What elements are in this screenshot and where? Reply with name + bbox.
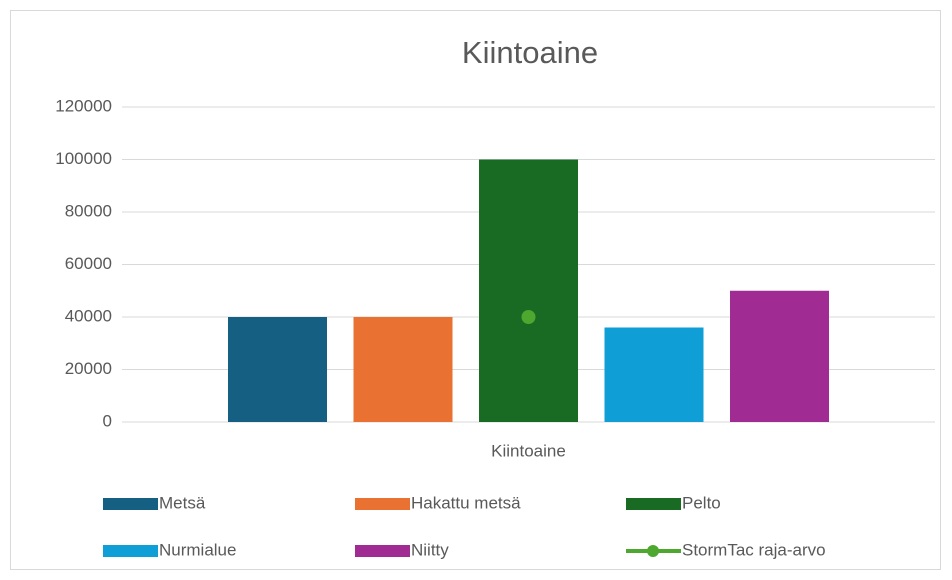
- y-tick-label: 120000: [55, 96, 112, 115]
- legend-swatch-marker: [647, 545, 659, 557]
- legend-label: Nurmialue: [159, 540, 236, 559]
- y-tick-label: 20000: [65, 359, 112, 378]
- legend-label: Niitty: [411, 540, 449, 559]
- legend-label: Metsä: [159, 493, 206, 512]
- y-tick-label: 0: [103, 411, 112, 430]
- legend-swatch: [626, 498, 681, 510]
- legend-swatch: [355, 498, 410, 510]
- y-tick-label: 40000: [65, 306, 112, 325]
- bar: [730, 290, 829, 422]
- x-tick-label: Kiintoaine: [491, 441, 566, 460]
- chart-title: Kiintoaine: [462, 35, 598, 70]
- legend-swatch: [355, 545, 410, 557]
- line-marker: [521, 310, 536, 324]
- legend-label: StormTac raja-arvo: [682, 540, 826, 559]
- y-tick-label: 60000: [65, 254, 112, 273]
- chart-border: [10, 10, 941, 570]
- legend-swatch: [103, 498, 158, 510]
- legend-label: Hakattu metsä: [411, 493, 521, 512]
- y-tick-label: 80000: [65, 201, 112, 220]
- legend-label: Pelto: [682, 493, 721, 512]
- bar: [479, 159, 578, 422]
- bar: [353, 317, 453, 422]
- bar: [228, 317, 327, 422]
- y-tick-label: 100000: [55, 149, 112, 168]
- bar: [604, 327, 704, 422]
- legend-swatch: [103, 545, 158, 557]
